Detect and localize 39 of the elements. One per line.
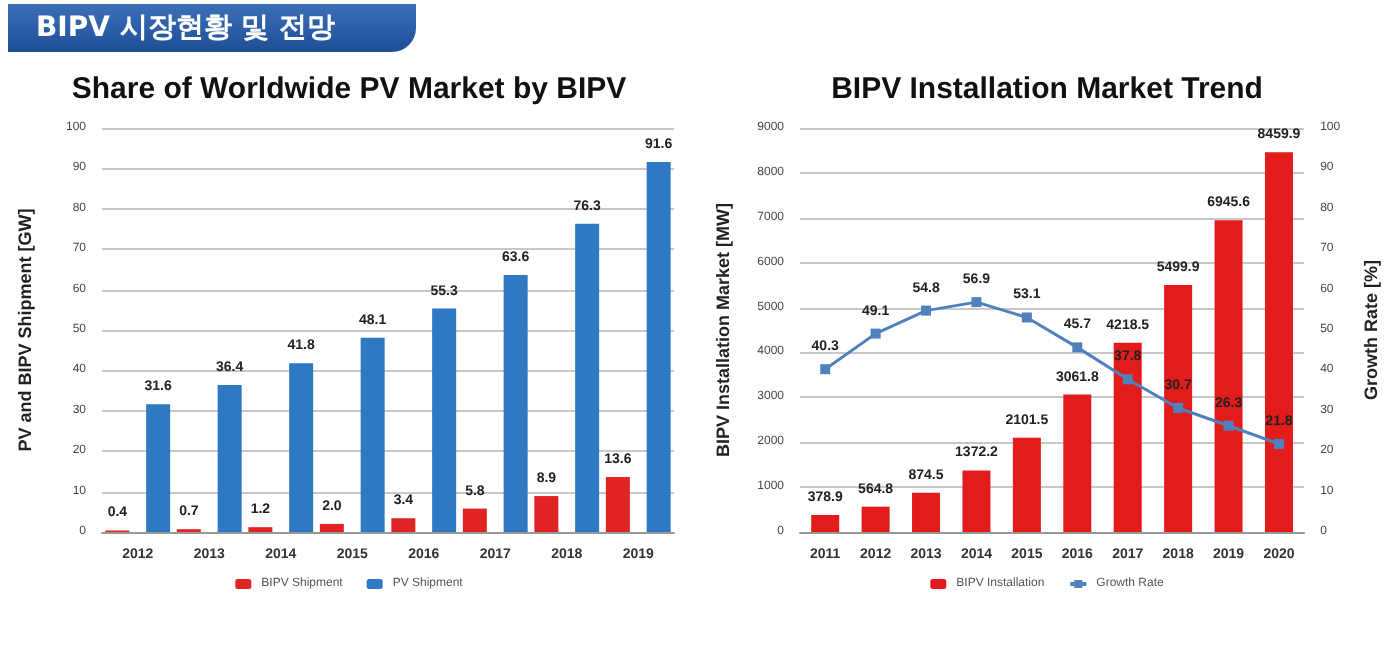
point <box>1273 438 1284 449</box>
chart-title: Share of Worldwide PV Market by BIPV <box>71 72 627 106</box>
point <box>870 328 881 339</box>
bar <box>391 518 416 532</box>
bar <box>289 363 314 532</box>
y-axis-title: PV and BIPV Shipment [GW] <box>15 208 35 452</box>
point <box>1223 420 1234 431</box>
point <box>1173 402 1184 413</box>
point <box>921 305 932 316</box>
bar <box>319 523 344 532</box>
bar <box>646 161 671 532</box>
bar <box>534 496 559 532</box>
bar <box>861 506 890 532</box>
bar <box>217 384 242 532</box>
bar <box>575 223 600 532</box>
point <box>1122 374 1133 385</box>
bar <box>146 404 171 532</box>
point <box>971 297 982 308</box>
bar <box>1214 220 1243 532</box>
bar <box>962 470 991 532</box>
bar <box>1113 342 1142 532</box>
bar <box>1164 285 1193 532</box>
y-axis-title: BIPV Installation Market [MW] <box>713 202 733 458</box>
y2-axis-title: Growth Rate [%] <box>1361 259 1381 401</box>
point <box>820 364 831 375</box>
bar <box>503 275 528 532</box>
bar <box>1063 394 1092 532</box>
bar <box>605 477 630 532</box>
point <box>1072 342 1083 353</box>
bar <box>912 492 941 532</box>
bar <box>811 514 840 532</box>
point <box>1021 312 1032 323</box>
bar <box>462 508 487 532</box>
chart-title: BIPV Installation Market Trend <box>831 72 1263 106</box>
bar <box>432 308 457 532</box>
bar <box>1012 437 1041 532</box>
bar <box>360 337 385 532</box>
bar <box>1264 152 1293 532</box>
text: BIPV 시장현황 및 전망 <box>8 4 416 52</box>
